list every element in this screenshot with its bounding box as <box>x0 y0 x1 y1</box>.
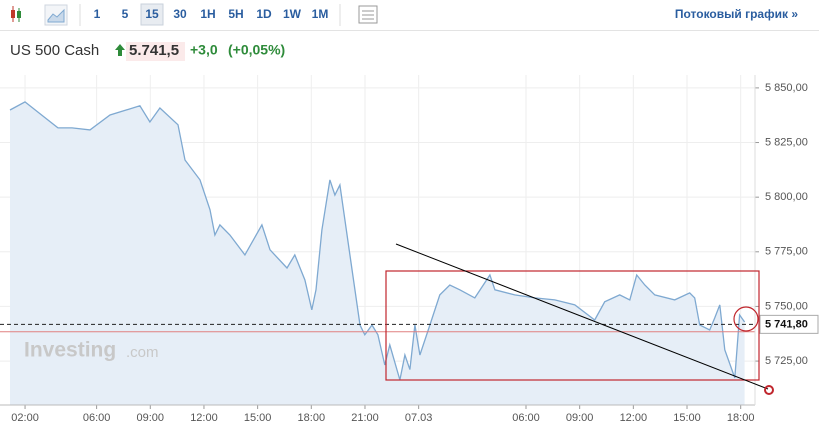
area-fill <box>10 101 745 406</box>
interval-button[interactable]: 1 <box>94 7 101 21</box>
interval-button[interactable]: 1D <box>256 7 272 21</box>
watermark-brand: Investing <box>24 339 116 362</box>
candlestick-icon[interactable] <box>11 6 21 22</box>
drawn-circle[interactable] <box>733 306 759 332</box>
change: +3,0 <box>190 42 218 58</box>
plot: 5 850,00 5 825,00 5 800,00 5 775,00 5 750,00… <box>0 75 819 424</box>
last-price-label: 5 741,80 <box>765 318 808 330</box>
selected-interval-bg <box>140 3 164 26</box>
interval-button[interactable]: 15 <box>145 7 159 21</box>
x-tick-label: 06:00 <box>83 412 111 424</box>
area-icon[interactable] <box>44 4 68 26</box>
x-tick-label: 09:00 <box>137 412 165 424</box>
drawn-trendline[interactable] <box>395 243 769 390</box>
x-tick-label: 12:00 <box>190 412 218 424</box>
watermark-suffix: .com <box>126 344 159 361</box>
instrument-name: US 500 Cash <box>10 42 99 59</box>
price-line <box>9 101 746 381</box>
x-tick-label: 02:00 <box>11 412 39 424</box>
trendline-handle[interactable] <box>764 385 774 395</box>
x-tick-label: 07.03 <box>405 412 433 424</box>
settings-icon[interactable] <box>358 5 378 24</box>
x-tick-label: 15:00 <box>673 412 701 424</box>
x-tick-label: 18:00 <box>727 412 755 424</box>
interval-button[interactable]: 1H <box>200 7 215 21</box>
y-tick-label: 5 800,00 <box>765 191 808 203</box>
interval-button[interactable]: 30 <box>173 7 187 21</box>
x-tick-label: 21:00 <box>351 412 379 424</box>
change-percent: (+0,05%) <box>228 42 285 58</box>
up-arrow <box>115 44 125 56</box>
x-tick-label: 15:00 <box>244 412 272 424</box>
x-tick-label: 06:00 <box>512 412 540 424</box>
streaming-link[interactable]: Потоковый график » <box>675 7 798 21</box>
price: 5.741,5 <box>129 42 179 59</box>
interval-button[interactable]: 1M <box>312 7 329 21</box>
y-tick-label: 5 850,00 <box>765 82 808 94</box>
interval-button[interactable]: 5 <box>122 7 129 21</box>
drawn-rectangle[interactable] <box>385 270 760 381</box>
y-tick-label: 5 775,00 <box>765 246 808 258</box>
x-tick-label: 12:00 <box>620 412 648 424</box>
y-tick-label: 5 825,00 <box>765 136 808 148</box>
last-price-box <box>759 314 819 334</box>
interval-button[interactable]: 1W <box>283 7 302 21</box>
price-highlight <box>126 42 185 61</box>
x-tick-label: 18:00 <box>298 412 326 424</box>
x-tick-label: 09:00 <box>566 412 594 424</box>
toolbar: Потоковый график » 1 5 15 30 1H 5H 1D 1W 1M <box>0 3 819 31</box>
interval-button[interactable]: 5H <box>228 7 243 21</box>
y-tick-label: 5 725,00 <box>765 355 808 367</box>
y-tick-label: 5 750,00 <box>765 300 808 312</box>
